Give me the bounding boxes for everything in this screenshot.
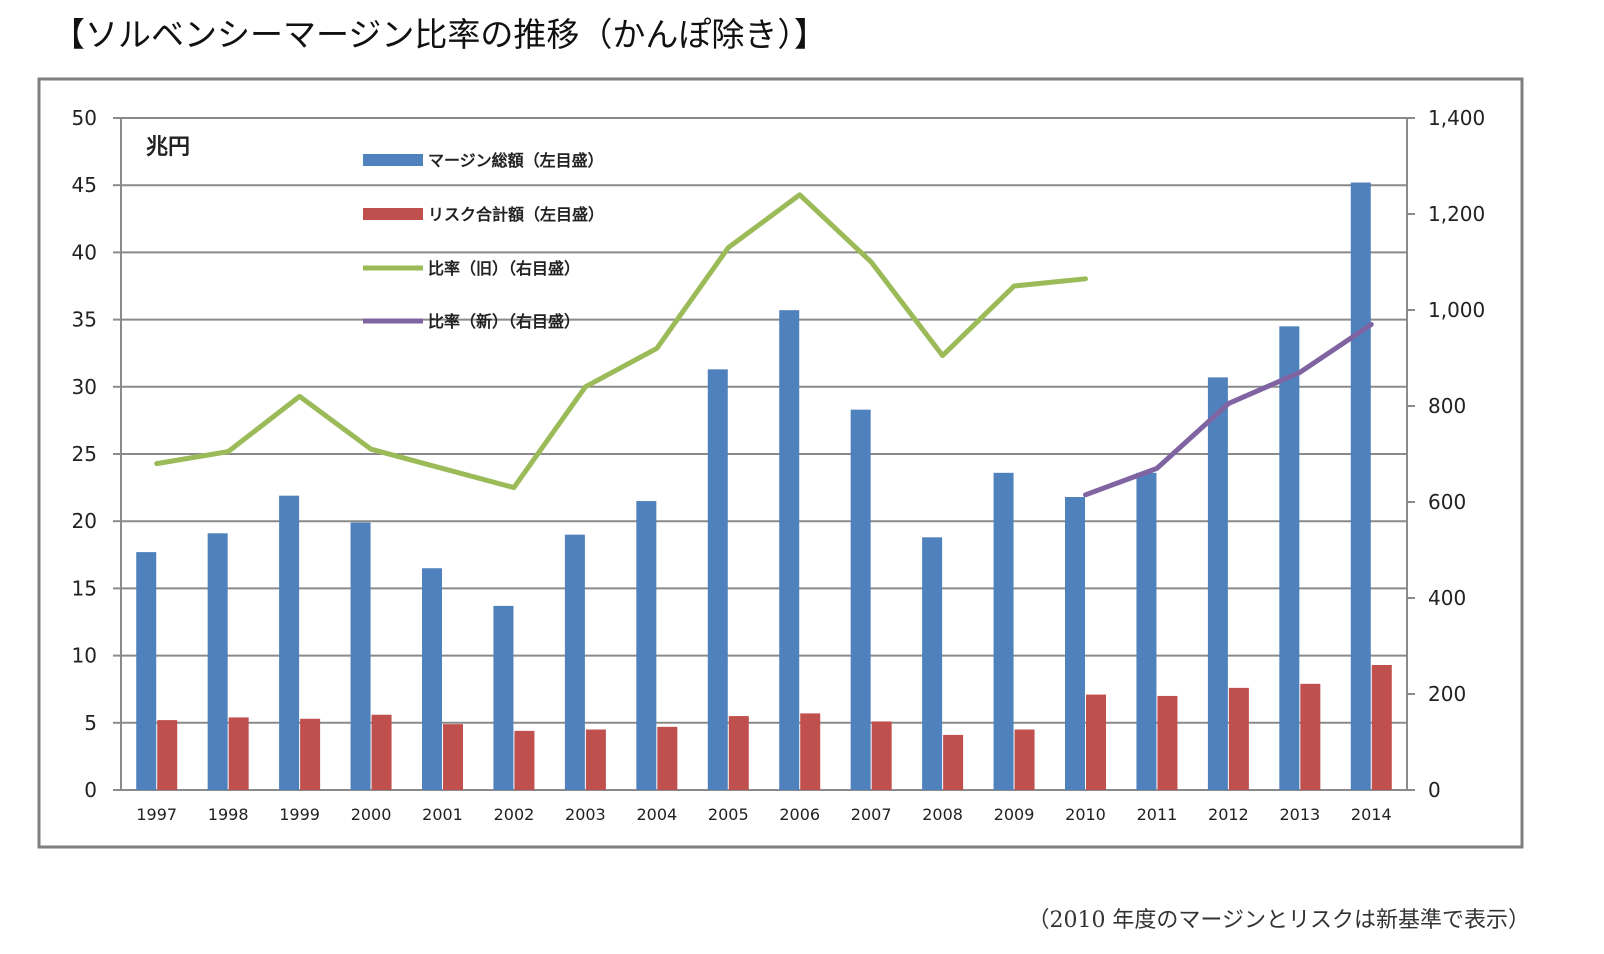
page-title: 【ソルベンシーマージン比率の推移（かんぽ除き）】 [52, 15, 827, 54]
risk-bar [1228, 687, 1249, 790]
risk-bar [300, 718, 321, 790]
left-axis-tick-label: 30 [72, 375, 97, 399]
x-axis-tick-label: 1997 [136, 805, 177, 824]
left-axis-tick-label: 45 [72, 173, 97, 197]
legend-label: マージン総額（左目盛） [428, 151, 604, 170]
left-axis-tick-label: 25 [72, 442, 97, 466]
risk-bar [1157, 695, 1178, 790]
x-axis-tick-label: 1999 [279, 805, 320, 824]
right-axis-tick-label: 0 [1428, 778, 1441, 802]
risk-bar [871, 721, 892, 790]
margin-bar [922, 537, 943, 790]
risk-bar [1371, 665, 1392, 790]
x-axis-tick-label: 2010 [1065, 805, 1106, 824]
x-axis-tick-label: 2007 [851, 805, 892, 824]
x-axis-tick-label: 2005 [708, 805, 749, 824]
right-axis-tick-label: 1,000 [1428, 298, 1485, 322]
right-axis-tick-label: 400 [1428, 586, 1466, 610]
right-axis-tick-label: 800 [1428, 394, 1466, 418]
margin-bar [1065, 497, 1085, 790]
risk-bar [443, 724, 463, 790]
x-axis-tick-label: 2006 [779, 805, 820, 824]
right-axis-tick-label: 200 [1428, 682, 1466, 706]
margin-bar [993, 472, 1014, 790]
margin-bar [636, 501, 657, 790]
x-axis-tick-label: 2012 [1208, 805, 1249, 824]
margin-bar [136, 552, 157, 790]
x-axis-tick-label: 2003 [565, 805, 606, 824]
risk-bar [371, 714, 392, 790]
left-axis-tick-label: 0 [84, 778, 97, 802]
risk-bar [800, 713, 821, 790]
margin-bar [350, 522, 371, 790]
footnote: （2010 年度のマージンとリスクは新基準で表示） [1027, 908, 1530, 933]
x-axis-tick-label: 2002 [494, 805, 535, 824]
margin-bar [1136, 472, 1157, 790]
x-axis-tick-label: 2014 [1351, 805, 1392, 824]
margin-bar [1279, 326, 1300, 790]
left-axis-tick-label: 50 [72, 106, 97, 130]
risk-bar [728, 716, 749, 790]
x-axis-tick-label: 1998 [208, 805, 249, 824]
x-axis-tick-label: 2013 [1279, 805, 1320, 824]
risk-bar [157, 720, 178, 790]
margin-bar [207, 533, 228, 790]
x-axis-tick-label: 2001 [422, 805, 463, 824]
ratio-new-line [1083, 321, 1374, 498]
risk-bar [657, 726, 678, 790]
legend-label: リスク合計額（左目盛） [428, 205, 604, 224]
risk-bar [1086, 694, 1106, 790]
left-axis-tick-label: 35 [72, 308, 97, 332]
risk-bar [943, 734, 964, 790]
margin-bar [493, 605, 514, 790]
left-axis-tick-label: 15 [72, 576, 97, 600]
x-axis-tick-label: 2011 [1137, 805, 1178, 824]
margin-bar [422, 568, 442, 790]
legend-label: 比率（旧）（右目盛） [428, 259, 580, 278]
margin-bar [279, 495, 300, 790]
ratio-old-line [154, 192, 1088, 491]
x-axis-tick-label: 2000 [351, 805, 392, 824]
margin-bar [850, 409, 871, 790]
left-axis-tick-label: 5 [84, 711, 97, 735]
x-axis-tick-label: 2009 [994, 805, 1035, 824]
right-axis-tick-label: 1,200 [1428, 202, 1485, 226]
x-axis-tick-label: 2008 [922, 805, 963, 824]
risk-bar [1014, 729, 1035, 790]
risk-bar [585, 729, 606, 790]
x-axis-tick-label: 2004 [636, 805, 677, 824]
risk-bar [514, 730, 535, 790]
left-axis-tick-label: 40 [72, 240, 97, 264]
right-axis-tick-label: 600 [1428, 490, 1466, 514]
unit-label: 兆円 [146, 135, 190, 160]
right-axis-tick-label: 1,400 [1428, 106, 1485, 130]
legend-swatch [363, 154, 423, 166]
risk-bar [1300, 683, 1321, 790]
legend-swatch [363, 208, 423, 220]
margin-bar [564, 534, 585, 790]
margin-bar [707, 369, 728, 790]
margin-bar [1350, 182, 1371, 791]
margin-bar [1207, 377, 1228, 790]
risk-bar [228, 717, 249, 790]
left-axis-tick-label: 10 [72, 644, 97, 668]
margin-bar [779, 310, 800, 790]
left-axis-tick-label: 20 [72, 509, 97, 533]
legend-label: 比率（新）（右目盛） [428, 312, 580, 331]
